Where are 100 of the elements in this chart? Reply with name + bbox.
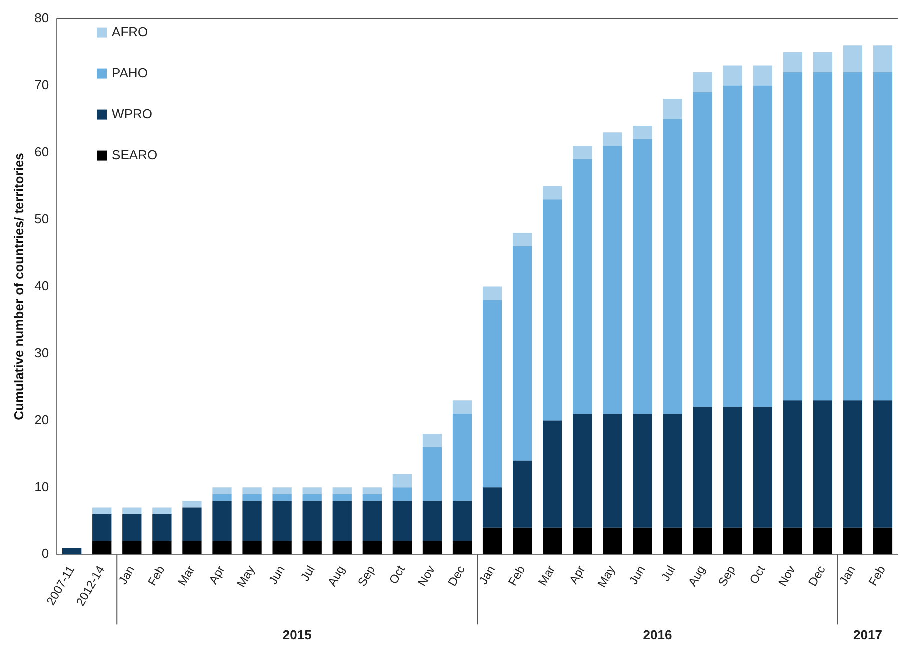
bar: [362, 488, 382, 494]
x-tick-label: Oct: [386, 562, 408, 587]
y-tick-label: 50: [34, 211, 50, 226]
bar: [693, 528, 712, 555]
bar: [482, 286, 502, 300]
bar: [783, 52, 802, 72]
bar: [422, 434, 442, 448]
bar: [122, 508, 142, 514]
bar: [302, 494, 322, 502]
bar: [422, 501, 442, 542]
bar: [723, 86, 742, 408]
bar: [843, 400, 863, 528]
bar: [452, 501, 472, 542]
x-tick-label: Jan: [116, 563, 138, 588]
bar: [603, 528, 622, 555]
bar: [753, 86, 772, 408]
bar: [392, 501, 412, 542]
bar: [212, 541, 232, 555]
bar: [813, 52, 832, 72]
bar: [302, 488, 322, 494]
x-tick-label: Dec: [445, 563, 468, 589]
bar: [152, 508, 172, 514]
bar: [182, 508, 202, 542]
bar: [663, 414, 682, 528]
text: 2015: [282, 628, 312, 643]
y-tick-label: 0: [42, 546, 50, 562]
bar: [452, 400, 472, 414]
bar: [362, 501, 382, 542]
bar: [543, 186, 562, 200]
bar: [753, 66, 772, 86]
x-tick-label: Jun: [266, 563, 288, 588]
x-tick-label: Jan: [836, 563, 858, 588]
bar: [242, 541, 262, 555]
bar: [663, 528, 682, 555]
bar: [422, 447, 442, 502]
x-tick-label: Mar: [536, 563, 558, 588]
bar: [182, 541, 202, 555]
bar: [693, 92, 712, 408]
bar: [783, 72, 802, 401]
bar: [633, 126, 652, 140]
bar: [332, 541, 352, 555]
x-tick-label: Feb: [866, 563, 889, 588]
bar: [513, 233, 532, 247]
bar: [332, 494, 352, 502]
x-tick-label: Sep: [715, 563, 738, 589]
legend-label: AFRO: [112, 24, 148, 40]
bar: [573, 159, 592, 414]
bar: [212, 501, 232, 542]
bar: [362, 541, 382, 555]
legend-label: SEARO: [112, 147, 158, 162]
bar: [482, 300, 502, 488]
bar: [362, 494, 382, 502]
bar: [92, 541, 112, 555]
bar: [122, 514, 142, 542]
bar: [152, 514, 172, 542]
bar: [302, 501, 322, 542]
bar: [543, 528, 562, 555]
bar: [603, 414, 622, 528]
bar: [482, 488, 502, 528]
x-tick-label: Feb: [145, 563, 168, 588]
bar: [422, 541, 442, 555]
bar: [392, 541, 412, 555]
bar: [843, 46, 863, 72]
bar: [573, 414, 592, 528]
bar: [513, 528, 532, 555]
bar: [92, 508, 112, 514]
y-tick-label: 10: [34, 479, 50, 494]
bar: [332, 501, 352, 542]
bar: [302, 541, 322, 555]
bar: [753, 528, 772, 555]
bar: [513, 460, 532, 528]
bar: [723, 66, 742, 86]
bar: [272, 488, 292, 494]
x-tick-label: Jan: [476, 563, 498, 588]
bar: [122, 541, 142, 555]
legend-label: PAHO: [112, 65, 148, 80]
bar: [633, 414, 652, 528]
bar: [543, 200, 562, 421]
bar: [272, 494, 292, 502]
bar: [482, 528, 502, 555]
bar: [843, 72, 863, 401]
x-tick-label: Apr: [566, 563, 588, 587]
bar: [873, 528, 893, 555]
bar: [843, 528, 863, 555]
y-tick-label: 70: [34, 77, 50, 92]
x-tick-label: Sep: [355, 563, 378, 589]
x-tick-label: Oct: [746, 562, 769, 587]
legend-label: WPRO: [112, 106, 153, 122]
bar: [242, 488, 262, 494]
bar: [212, 488, 232, 494]
bar: [873, 400, 893, 528]
bar: [242, 494, 262, 502]
bar: [813, 72, 832, 401]
y-tick-label: 80: [34, 10, 50, 26]
bar: [573, 146, 592, 160]
bar: [813, 400, 832, 528]
y-axis-title: Cumulative number of countries/ territories: [11, 153, 26, 420]
bar: [633, 139, 652, 414]
bar: [663, 119, 682, 414]
bar: [92, 514, 112, 542]
